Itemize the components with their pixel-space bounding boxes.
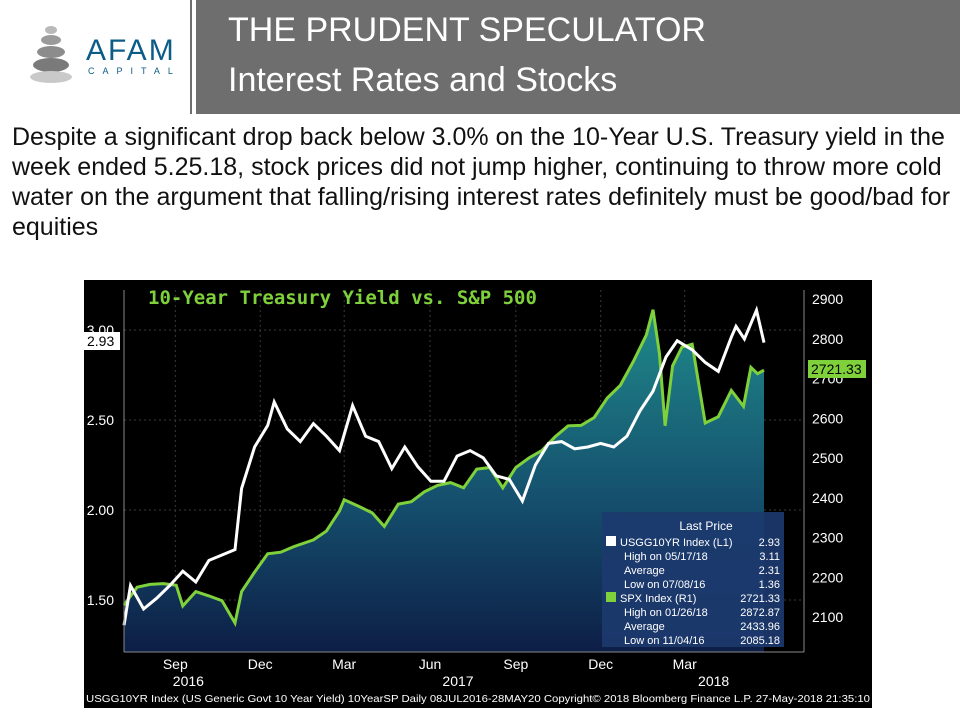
legend-stat-label: Low on 11/04/16 bbox=[624, 635, 705, 647]
page-title: THE PRUDENT SPECULATOR bbox=[228, 11, 706, 49]
legend-series-name: USGG10YR Index (L1) bbox=[620, 537, 733, 549]
legend-box bbox=[602, 512, 784, 647]
y-right-tick-label: 2500 bbox=[812, 450, 843, 466]
legend-stat-value: 2872.87 bbox=[740, 607, 780, 619]
legend-series-name: SPX Index (R1) bbox=[620, 593, 696, 605]
summary-text: Despite a significant drop back below 3.… bbox=[12, 123, 951, 241]
bloomberg-chart: 1.50 2.00 2.50 3.00 2100 2200 2300 2400 2500 2600… bbox=[84, 280, 872, 708]
x-tick-label: Dec bbox=[248, 656, 273, 672]
y-right-tick-label: 2800 bbox=[812, 331, 843, 347]
header-banner: AFAM CAPITAL THE PRUDENT SPECULATOR Inte… bbox=[0, 0, 960, 114]
legend-swatch bbox=[606, 592, 616, 602]
legend-last-price: 2.93 bbox=[759, 537, 780, 549]
legend-stat-value: 2.31 bbox=[759, 565, 780, 577]
y-left-tick-label: 2.00 bbox=[87, 502, 114, 518]
x-tick-label: Mar bbox=[673, 656, 697, 672]
legend-stat-label: Low on 07/08/16 bbox=[624, 579, 705, 591]
left-last-value-tag-bg bbox=[84, 332, 120, 350]
y-right-tick-label: 2900 bbox=[812, 291, 843, 307]
y-right-tick-label: 2400 bbox=[812, 490, 843, 506]
x-tick-label: Sep bbox=[503, 656, 528, 672]
y-right-tick-label: 2300 bbox=[812, 530, 843, 546]
x-year-label: 2016 bbox=[173, 673, 204, 689]
right-last-value-tag-bg bbox=[808, 360, 866, 378]
stacked-stones-icon bbox=[30, 26, 72, 83]
y-right-tick-label: 2600 bbox=[812, 410, 843, 426]
chart-footer: USGG10YR Index (US Generic Govt 10 Year … bbox=[86, 693, 870, 705]
legend-stat-value: 2433.96 bbox=[740, 621, 780, 633]
y-left-tick-label: 1.50 bbox=[87, 592, 114, 608]
y-left-tick-label: 2.50 bbox=[87, 412, 114, 428]
logo-text: AFAM bbox=[86, 34, 176, 67]
x-tick-label: Sep bbox=[163, 656, 188, 672]
page-subtitle: Interest Rates and Stocks bbox=[228, 61, 618, 99]
chart-canvas: 1.502.002.503.00210022002300240025002600… bbox=[84, 287, 870, 705]
header-divider bbox=[192, 0, 196, 114]
legend-stat-value: 3.11 bbox=[759, 551, 780, 563]
logo-subtext: CAPITAL bbox=[88, 66, 181, 76]
legend-stat-label: High on 01/26/18 bbox=[624, 607, 708, 619]
x-tick-label: Dec bbox=[588, 656, 613, 672]
yield-series-line bbox=[122, 305, 766, 626]
x-year-label: 2018 bbox=[698, 673, 729, 689]
y-right-tick-label: 2200 bbox=[812, 569, 843, 585]
legend-stat-label: Average bbox=[624, 621, 665, 633]
legend-stat-value: 2085.18 bbox=[740, 635, 780, 647]
chart-title: 10-Year Treasury Yield vs. S&P 500 bbox=[148, 287, 537, 309]
x-tick-label: Mar bbox=[332, 656, 356, 672]
x-year-label: 2017 bbox=[442, 673, 473, 689]
legend-last-price: 2721.33 bbox=[740, 593, 780, 605]
legend-stat-label: Average bbox=[624, 565, 665, 577]
legend-stat-label: High on 05/17/18 bbox=[624, 551, 708, 563]
logo: AFAM CAPITAL bbox=[0, 0, 190, 114]
right-last-value-tag: 2721.33 bbox=[811, 361, 862, 377]
y-right-tick-label: 2100 bbox=[812, 609, 843, 625]
legend-title: Last Price bbox=[679, 519, 733, 533]
legend-swatch bbox=[606, 536, 616, 546]
legend-stat-value: 1.36 bbox=[759, 579, 780, 591]
spx-series-line bbox=[122, 309, 765, 628]
x-tick-label: Jun bbox=[419, 656, 442, 672]
left-last-value-tag: 2.93 bbox=[87, 333, 114, 349]
